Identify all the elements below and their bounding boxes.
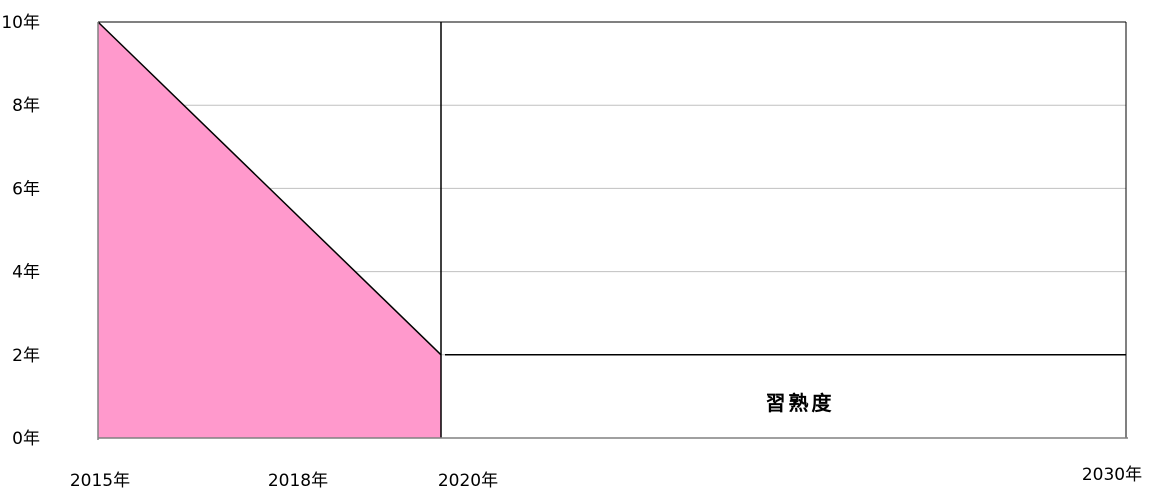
y-tick-labels: 0年 2年 4年 6年 8年 10年 <box>1 13 40 449</box>
x-tick-label: 2030年 <box>1082 465 1142 485</box>
x-tick-label: 2018年 <box>268 471 328 491</box>
series-line <box>97 21 442 356</box>
area-layer <box>98 22 441 438</box>
x-tick-label: 2015年 <box>70 471 130 491</box>
y-tick-label: 2年 <box>12 346 40 366</box>
y-tick-label: 10年 <box>1 13 40 33</box>
x-tick-labels: 2015年 2018年 2020年 2030年 <box>70 465 1142 491</box>
x-tick-label: 2020年 <box>438 471 498 491</box>
y-tick-label: 6年 <box>12 179 40 199</box>
line-layer <box>97 21 1127 438</box>
y-tick-label: 0年 <box>12 429 40 449</box>
axes <box>97 22 1128 440</box>
y-tick-label: 4年 <box>12 263 40 283</box>
area-fill <box>98 22 441 438</box>
annotation-label: 習熟度 <box>766 391 835 415</box>
y-tick-label: 8年 <box>12 96 40 116</box>
